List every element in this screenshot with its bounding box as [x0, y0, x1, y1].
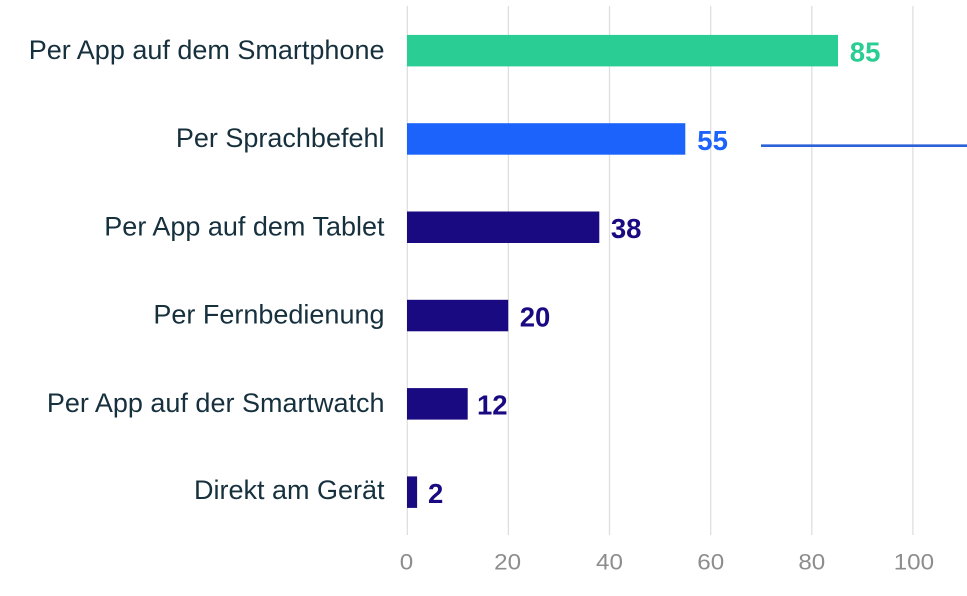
- svg-text:12: 12: [477, 390, 508, 421]
- svg-text:Per App auf der Smartwatch: Per App auf der Smartwatch: [47, 388, 385, 418]
- svg-text:Per Fernbedienung: Per Fernbedienung: [153, 300, 384, 330]
- svg-text:0: 0: [400, 549, 413, 574]
- svg-text:20: 20: [494, 549, 521, 574]
- svg-text:Per App auf dem Smartphone: Per App auf dem Smartphone: [29, 35, 385, 65]
- svg-text:20: 20: [520, 301, 551, 332]
- svg-text:40: 40: [596, 549, 623, 574]
- svg-text:Per Sprachbefehl: Per Sprachbefehl: [176, 123, 385, 153]
- svg-text:80: 80: [798, 549, 825, 574]
- svg-text:100: 100: [894, 549, 934, 574]
- svg-text:Direkt am Gerät: Direkt am Gerät: [194, 475, 385, 505]
- svg-text:Per App auf dem Tablet: Per App auf dem Tablet: [104, 211, 385, 241]
- svg-text:85: 85: [850, 36, 881, 67]
- svg-text:2: 2: [428, 478, 443, 509]
- svg-text:38: 38: [611, 213, 642, 244]
- svg-text:60: 60: [697, 549, 724, 574]
- svg-text:55: 55: [697, 125, 728, 156]
